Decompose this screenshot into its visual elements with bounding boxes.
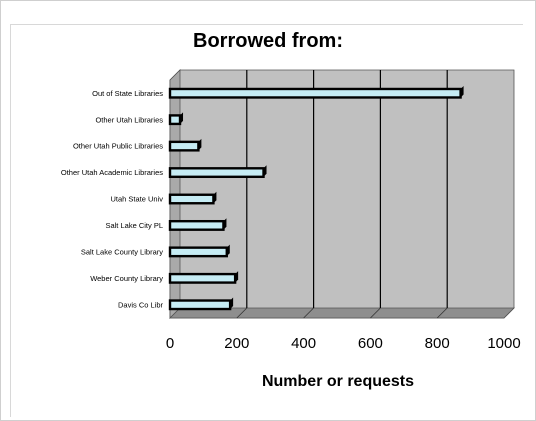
category-label: Weber County Library xyxy=(90,274,163,283)
x-tick-label: 800 xyxy=(425,335,450,352)
bar xyxy=(168,272,237,284)
category-label: Out of State Libraries xyxy=(92,89,163,98)
bar xyxy=(168,193,215,205)
gridline-floor xyxy=(236,307,248,319)
plot-floor xyxy=(169,307,515,319)
bar xyxy=(168,114,182,126)
x-axis-title: Number or requests xyxy=(261,373,415,390)
chart-title: Borrowed from: xyxy=(193,30,343,52)
category-label: Other Utah Libraries xyxy=(95,115,163,124)
chart-area-border xyxy=(10,24,523,417)
bar xyxy=(168,87,462,99)
bar xyxy=(168,167,265,179)
x-tick-label: 600 xyxy=(358,335,383,352)
bar xyxy=(168,140,200,152)
bar xyxy=(168,299,232,311)
category-label: Davis Co Libr xyxy=(118,300,164,309)
category-label: Utah State Univ xyxy=(110,195,163,204)
x-tick-label: 0 xyxy=(166,335,174,352)
gridline-floor xyxy=(303,307,314,319)
bar xyxy=(168,246,228,258)
category-label: Salt Lake County Library xyxy=(81,247,163,256)
x-tick-label: 200 xyxy=(224,335,249,352)
category-label: Other Utah Academic Libraries xyxy=(61,168,163,177)
x-tick-label: 400 xyxy=(291,335,316,352)
x-tick-label: 1000 xyxy=(487,335,520,352)
category-label: Salt Lake City PL xyxy=(105,221,163,230)
bar xyxy=(168,219,225,231)
category-label: Other Utah Public Libraries xyxy=(73,142,163,151)
gridline-floor xyxy=(436,307,448,319)
gridline-floor xyxy=(370,307,381,319)
